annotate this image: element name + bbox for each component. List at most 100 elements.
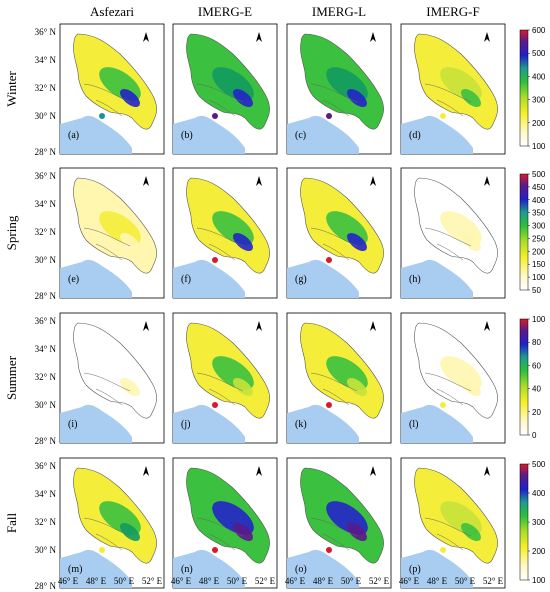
lon-tick-label: 52° E bbox=[142, 576, 163, 586]
precip-blob bbox=[120, 523, 140, 541]
map-panel: (b) bbox=[172, 23, 278, 155]
north-arrow-icon bbox=[256, 176, 262, 186]
precip-blob bbox=[461, 89, 481, 107]
map-panel: (e) bbox=[59, 167, 165, 299]
north-arrow-icon bbox=[143, 321, 149, 331]
subbasin-line bbox=[424, 372, 472, 406]
lon-tick-label: 48° E bbox=[427, 576, 448, 586]
colorbar-tick-label: 200 bbox=[532, 547, 546, 556]
colorbar-ramp bbox=[519, 29, 529, 147]
precip-hotspot bbox=[326, 402, 332, 408]
subbasin-line bbox=[424, 227, 472, 261]
lat-tick-label: 36° N bbox=[35, 316, 57, 326]
subbasin-line bbox=[424, 517, 472, 551]
lat-tick-label: 30° N bbox=[35, 111, 57, 121]
colorbar: 500 450 400 350 300 250 200 150 100 50 bbox=[519, 170, 546, 295]
north-arrow-icon bbox=[143, 176, 149, 186]
north-arrow-icon bbox=[484, 176, 490, 186]
panel-label: (i) bbox=[68, 419, 77, 430]
precip-blob bbox=[120, 378, 140, 396]
colorbar-tick-label: 100 bbox=[532, 315, 546, 324]
lat-tick-label: 34° N bbox=[35, 489, 57, 499]
colorbar: 600 500 400 300 200 100 bbox=[519, 26, 546, 151]
precip-blob bbox=[347, 233, 367, 251]
north-arrow-icon bbox=[370, 176, 376, 186]
north-arrow-icon bbox=[484, 321, 490, 331]
lon-tick-label: 52° E bbox=[255, 576, 276, 586]
row-title: Fall bbox=[4, 513, 19, 534]
lat-tick-label: 32° N bbox=[35, 83, 57, 93]
precip-hotspot bbox=[99, 547, 105, 553]
colorbar-tick-label: 500 bbox=[532, 460, 546, 469]
panel-label: (f) bbox=[181, 274, 191, 285]
lon-tick-label: 48° E bbox=[313, 576, 334, 586]
lat-tick-label: 36° N bbox=[35, 27, 57, 37]
subbasin-line bbox=[196, 83, 244, 117]
precip-blob bbox=[233, 233, 253, 251]
map-panel: (j) bbox=[172, 312, 278, 444]
subbasin-line bbox=[83, 227, 131, 261]
colorbar-tick-label: 500 bbox=[532, 49, 546, 58]
map-panel: (h) bbox=[400, 167, 506, 299]
colorbar-tick-label: 100 bbox=[532, 142, 546, 151]
lon-tick-label: 52° E bbox=[369, 576, 390, 586]
map-panel: (d) bbox=[400, 23, 506, 155]
lon-tick-label: 46° E bbox=[285, 576, 306, 586]
precip-blob bbox=[461, 523, 481, 541]
colorbar-tick-label: 350 bbox=[532, 209, 546, 218]
colorbar-tick-label: 60 bbox=[532, 361, 541, 370]
colorbar-tick-label: 400 bbox=[532, 72, 546, 81]
lon-tick-label: 46° E bbox=[399, 576, 420, 586]
panel-label: (l) bbox=[409, 419, 418, 430]
subbasin-line bbox=[424, 83, 472, 117]
north-arrow-icon bbox=[484, 466, 490, 476]
north-arrow-icon bbox=[256, 321, 262, 331]
subbasin-line bbox=[83, 517, 131, 551]
precip-hotspot bbox=[326, 257, 332, 263]
colorbar: 500 400 300 200 100 bbox=[519, 460, 546, 585]
panel-label: (j) bbox=[181, 419, 190, 430]
colorbar-tick-label: 50 bbox=[532, 286, 541, 295]
north-arrow-icon bbox=[370, 466, 376, 476]
subbasin-line bbox=[196, 517, 244, 551]
subbasin-line bbox=[83, 83, 131, 117]
map-panel: (o) bbox=[286, 457, 392, 589]
lat-tick-label: 28° N bbox=[35, 581, 57, 591]
north-arrow-icon bbox=[256, 32, 262, 42]
colorbar-ramp bbox=[519, 463, 529, 581]
lat-tick-label: 28° N bbox=[35, 436, 57, 446]
lat-tick-label: 34° N bbox=[35, 344, 57, 354]
panel-label: (m) bbox=[68, 564, 82, 575]
colorbar-ramp bbox=[519, 318, 529, 436]
panel-label: (a) bbox=[68, 130, 79, 141]
subbasin-line bbox=[310, 517, 358, 551]
lat-tick-label: 36° N bbox=[35, 461, 57, 471]
panel-label: (d) bbox=[409, 130, 421, 141]
panel-label: (n) bbox=[181, 564, 193, 575]
precip-hotspot bbox=[99, 113, 105, 119]
precip-hotspot bbox=[212, 113, 218, 119]
precip-hotspot bbox=[212, 402, 218, 408]
panel-label: (h) bbox=[409, 274, 421, 285]
precip-blob bbox=[233, 523, 253, 541]
colorbar-tick-label: 500 bbox=[532, 170, 546, 179]
column-title: IMERG-F bbox=[426, 4, 479, 19]
lat-tick-label: 32° N bbox=[35, 517, 57, 527]
colorbar-tick-label: 250 bbox=[532, 234, 546, 243]
lon-tick-label: 46° E bbox=[58, 576, 79, 586]
colorbar-tick-label: 300 bbox=[532, 222, 546, 231]
lon-tick-label: 50° E bbox=[455, 576, 476, 586]
lat-tick-label: 34° N bbox=[35, 55, 57, 65]
lat-tick-label: 36° N bbox=[35, 171, 57, 181]
map-panel: (p) bbox=[400, 457, 506, 589]
precip-blob bbox=[461, 233, 481, 251]
colorbar-ramp bbox=[519, 173, 529, 291]
colorbar-tick-label: 20 bbox=[532, 408, 541, 417]
panel-label: (p) bbox=[409, 564, 421, 575]
row-title: Winter bbox=[4, 71, 19, 107]
lat-tick-label: 30° N bbox=[35, 400, 57, 410]
north-arrow-icon bbox=[484, 32, 490, 42]
lon-tick-label: 48° E bbox=[199, 576, 220, 586]
map-panel: (c) bbox=[286, 23, 392, 155]
colorbar-tick-label: 450 bbox=[532, 183, 546, 192]
